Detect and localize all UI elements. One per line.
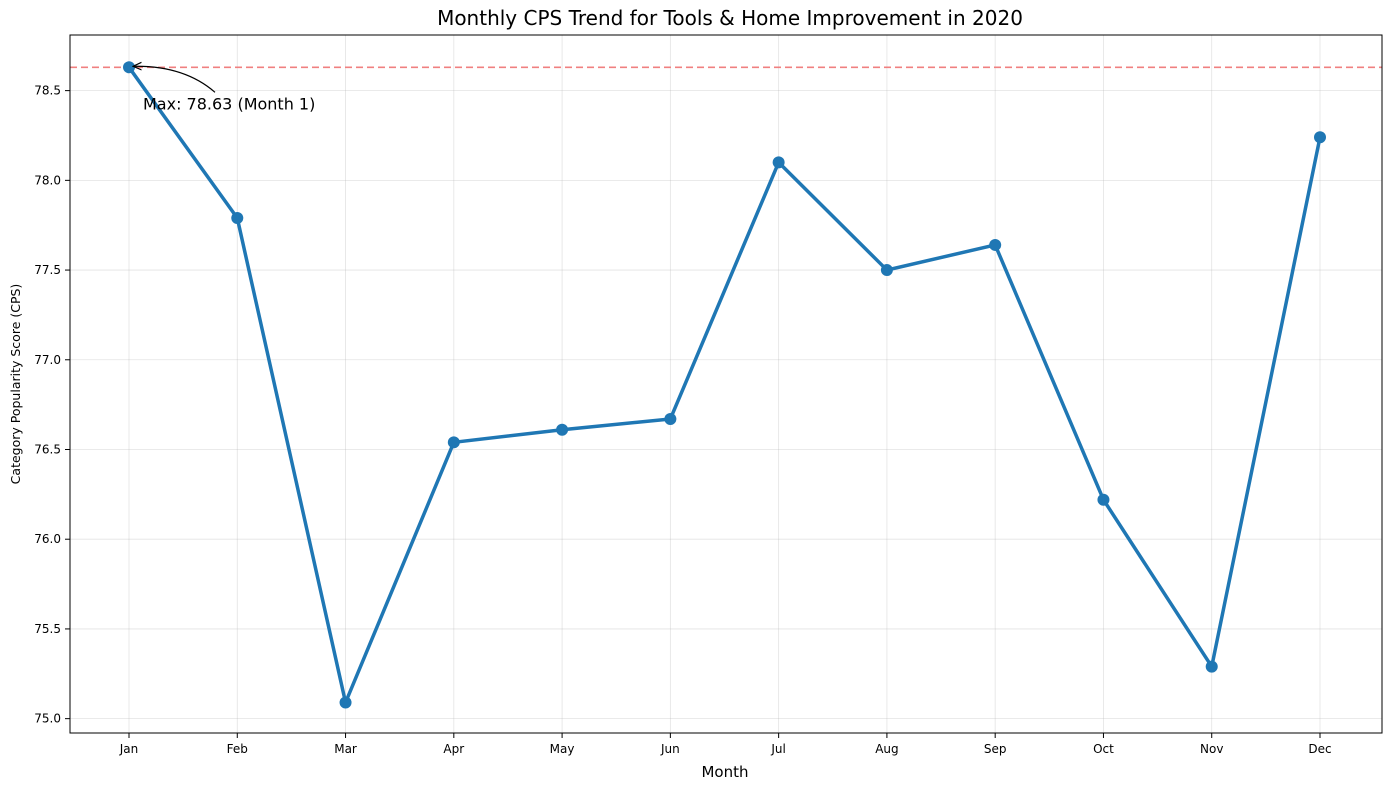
x-tick-label: May [550, 742, 575, 756]
x-tick-label: Aug [875, 742, 898, 756]
y-tick-label: 78.0 [34, 173, 61, 187]
data-point [772, 156, 785, 169]
data-point [664, 412, 677, 425]
x-tick-label: Sep [984, 742, 1007, 756]
y-axis: 75.0 75.5 76.0 76.5 77.0 77.5 78.0 78.5 [34, 84, 70, 726]
y-tick-label: 77.0 [34, 353, 61, 367]
y-tick-label: 75.5 [34, 622, 61, 636]
x-axis-label: Month [701, 763, 748, 781]
y-tick-label: 76.0 [34, 532, 61, 546]
y-tick-label: 78.5 [34, 84, 61, 98]
data-point [1205, 660, 1218, 673]
series-line [127, 65, 1322, 705]
x-axis: Jan Feb Mar Apr May Jun Jul Aug Sep Oct Nov Dec [119, 733, 1332, 756]
data-point [339, 696, 352, 709]
data-point [123, 61, 135, 74]
x-tick-label: Jul [770, 742, 785, 756]
x-tick-label: Apr [443, 742, 464, 756]
data-point [231, 212, 244, 225]
y-axis-label: Category Popularity Score (CPS) [8, 284, 23, 485]
plot-frame [69, 34, 1383, 734]
data-point [1097, 493, 1110, 506]
x-tick-label: Feb [227, 742, 248, 756]
data-point [989, 238, 1002, 251]
x-tick-label: Nov [1200, 742, 1223, 756]
data-point [556, 423, 569, 436]
x-tick-label: Oct [1093, 742, 1114, 756]
chart-title: Monthly CPS Trend for Tools & Home Impro… [437, 6, 1023, 30]
x-tick-label: Jan [119, 742, 139, 756]
annotation-text: Max: 78.63 (Month 1) [143, 94, 315, 113]
data-point [447, 436, 460, 449]
y-tick-label: 76.5 [34, 442, 61, 456]
x-tick-label: Mar [334, 742, 357, 756]
annotation-group: Max: 78.63 (Month 1) [133, 66, 315, 113]
data-point [880, 264, 893, 277]
series-group [123, 61, 1326, 709]
data-point [1314, 131, 1326, 144]
y-tick-label: 75.0 [34, 712, 61, 726]
annotation-arrow [133, 66, 216, 93]
x-tick-label: Jun [660, 742, 680, 756]
grid [70, 35, 1382, 733]
x-tick-label: Dec [1308, 742, 1331, 756]
y-tick-label: 77.5 [34, 263, 61, 277]
